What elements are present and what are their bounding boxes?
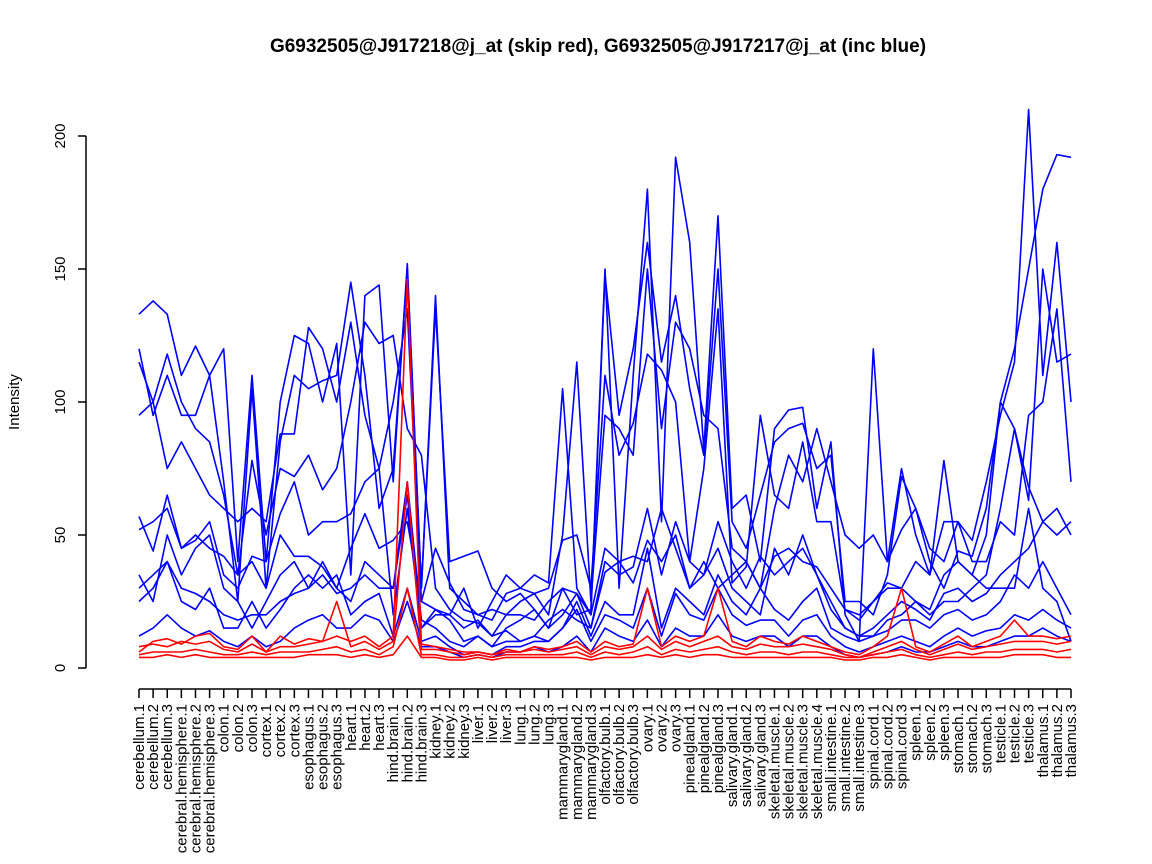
x-tick-label: mammarygland.3 [583, 704, 600, 820]
x-tick-label: pinealgland.1 [682, 704, 699, 793]
x-tick-label: spinal.cord.2 [879, 704, 896, 789]
x-axis: cerebellum.1cerebellum.2cerebellum.3cere… [131, 688, 1080, 853]
x-tick-label: olfactory.bulb.1 [597, 704, 614, 805]
inc-series-line [138, 108, 1072, 621]
x-tick-label: salivary.gland.1 [724, 704, 741, 807]
x-tick-label: colon.1 [216, 704, 233, 752]
x-tick-label: olfactory.bulb.3 [625, 704, 642, 805]
x-tick-label: cerebral.hemisphere.3 [202, 704, 219, 853]
x-tick-label: liver.2 [484, 704, 501, 743]
chart-title: G6932505@J917218@j_at (skip red), G69325… [270, 36, 926, 57]
y-tick-label: 100 [52, 389, 69, 414]
inc-series-line [138, 494, 1072, 648]
x-tick-label: skeletal.muscle.3 [795, 704, 812, 819]
x-tick-label: spleen.3 [936, 704, 953, 761]
x-tick-label: pinealgland.3 [710, 704, 727, 793]
x-tick-label: thalamus.2 [1049, 704, 1066, 777]
skip-series-line [138, 587, 1072, 659]
x-tick-label: kidney.1 [428, 704, 445, 759]
x-tick-label: stomach.2 [964, 704, 981, 773]
x-tick-label: stomach.1 [950, 704, 967, 773]
x-tick-label: thalamus.3 [1063, 704, 1080, 777]
x-tick-label: salivary.gland.3 [752, 704, 769, 807]
x-tick-label: lung.1 [512, 704, 529, 745]
x-tick-label: thalamus.1 [1035, 704, 1052, 777]
x-tick-label: heart.1 [343, 704, 360, 751]
x-tick-label: esophagus.3 [329, 704, 346, 790]
x-tick-label: testicle.3 [1021, 704, 1038, 763]
x-tick-label: heart.2 [357, 704, 374, 751]
inc-series-line [138, 560, 1072, 656]
x-tick-label: heart.3 [371, 704, 388, 751]
y-axis-label: Intensity [6, 374, 23, 430]
x-tick-label: liver.3 [498, 704, 515, 743]
x-tick-label: mammarygland.2 [569, 704, 586, 820]
x-tick-label: cerebellum.3 [159, 704, 176, 790]
x-tick-label: hind.brain.2 [399, 704, 416, 782]
inc-series-line [138, 467, 1072, 643]
x-tick-label: liver.1 [470, 704, 487, 743]
inc-series-line [138, 268, 1072, 637]
skip-series-line [139, 635, 1071, 661]
x-tick-label: colon.3 [244, 704, 261, 752]
y-tick-label: 150 [52, 256, 69, 281]
x-tick-label: small.intestine.2 [837, 704, 854, 812]
x-tick-label: skeletal.muscle.2 [781, 704, 798, 819]
x-tick-label: spinal.cord.3 [894, 704, 911, 789]
skip-series-line [138, 480, 1072, 659]
x-tick-label: cortex.2 [272, 704, 289, 757]
skip-series-line [138, 278, 1072, 656]
x-tick-label: salivary.gland.2 [738, 704, 755, 807]
x-tick-label: spleen.2 [922, 704, 939, 761]
x-tick-label: spleen.1 [908, 704, 925, 761]
x-tick-label: cerebellum.2 [145, 704, 162, 790]
x-tick-label: cortex.3 [286, 704, 303, 757]
x-tick-label: esophagus.2 [315, 704, 332, 790]
x-tick-label: cortex.1 [258, 704, 275, 757]
x-tick-label: spinal.cord.1 [865, 704, 882, 789]
x-tick-label: mammarygland.1 [555, 704, 572, 820]
x-tick-label: testicle.2 [1007, 704, 1024, 763]
x-tick-label: colon.2 [230, 704, 247, 752]
x-tick-label: testicle.1 [992, 704, 1009, 763]
x-tick-label: kidney.3 [456, 704, 473, 759]
inc-series-line [138, 480, 1072, 648]
x-tick-label: stomach.3 [978, 704, 995, 773]
x-tick-label: ovary.2 [653, 704, 670, 752]
x-tick-label: lung.3 [541, 704, 558, 745]
x-tick-label: lung.2 [526, 704, 543, 745]
x-tick-label: small.intestine.3 [851, 704, 868, 812]
x-tick-label: hind.brain.3 [413, 704, 430, 782]
x-tick-label: ovary.3 [668, 704, 685, 752]
y-axis: 0 50 100 150 200 [52, 123, 87, 672]
inc-series-line [138, 308, 1072, 629]
y-tick-label: 50 [52, 527, 69, 544]
x-tick-label: pinealgland.2 [696, 704, 713, 793]
x-tick-label: hind.brain.1 [385, 704, 402, 782]
x-tick-label: esophagus.1 [300, 704, 317, 790]
inc-series-line [138, 600, 1072, 659]
x-tick-label: skeletal.muscle.1 [766, 704, 783, 819]
x-tick-label: small.intestine.1 [823, 704, 840, 812]
x-tick-label: cerebral.hemisphere.2 [187, 704, 204, 853]
y-tick-label: 0 [52, 664, 69, 672]
x-tick-label: olfactory.bulb.2 [611, 704, 628, 805]
x-tick-label: ovary.1 [639, 704, 656, 752]
x-tick-label: skeletal.muscle.4 [809, 704, 826, 819]
y-tick-label: 200 [52, 123, 69, 148]
x-tick-label: cerebral.hemisphere.1 [173, 704, 190, 853]
x-tick-label: cerebellum.1 [131, 704, 148, 790]
x-tick-label: kidney.2 [442, 704, 459, 759]
plot-series [138, 108, 1072, 661]
